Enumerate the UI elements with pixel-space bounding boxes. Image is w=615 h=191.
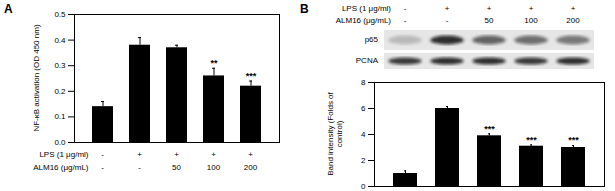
html-text:200: 200 bbox=[566, 16, 580, 25]
svg-text:8: 8 bbox=[361, 78, 366, 87]
svg-text:2: 2 bbox=[361, 156, 366, 165]
html-text:LPS (1 μg/ml): LPS (1 μg/ml) bbox=[341, 4, 391, 13]
svg-text:0.0: 0.0 bbox=[54, 138, 66, 146]
html-text:A: A bbox=[4, 2, 13, 16]
html-text:B: B bbox=[300, 2, 309, 16]
html-text:100: 100 bbox=[206, 163, 221, 172]
svg-text:0: 0 bbox=[361, 182, 366, 190]
html-text:ALM16 (μg/mL): ALM16 (μg/mL) bbox=[335, 16, 391, 25]
svg-text:0.5: 0.5 bbox=[54, 10, 66, 19]
html-text:LPS (1 μg/ml): LPS (1 μg/ml) bbox=[39, 150, 89, 159]
svg-text:0.2: 0.2 bbox=[54, 87, 66, 96]
svg-text:***: *** bbox=[568, 135, 579, 145]
svg-text:0.3: 0.3 bbox=[54, 61, 66, 70]
svg-text:***: *** bbox=[526, 135, 537, 145]
html-text:50: 50 bbox=[484, 16, 494, 25]
html-text:200: 200 bbox=[243, 163, 258, 172]
svg-text:***: *** bbox=[246, 71, 257, 81]
html-text:50: 50 bbox=[172, 163, 181, 172]
html-text:100: 100 bbox=[524, 16, 538, 25]
svg-text:0.4: 0.4 bbox=[54, 36, 66, 45]
svg-text:0.1: 0.1 bbox=[54, 112, 66, 121]
html-text:ALM16 (μg/mL): ALM16 (μg/mL) bbox=[33, 163, 89, 172]
html-text:PCNA: PCNA bbox=[355, 56, 378, 65]
html-text:NF-κB activation (OD 450 nm): NF-κB activation (OD 450 nm) bbox=[32, 24, 41, 132]
svg-text:**: ** bbox=[210, 58, 218, 68]
html-text:p65: p65 bbox=[364, 35, 378, 44]
svg-text:4: 4 bbox=[361, 130, 366, 139]
svg-text:6: 6 bbox=[361, 104, 366, 113]
svg-text:***: *** bbox=[484, 124, 495, 134]
html-text:Band intensity (Folds of contr: Band intensity (Folds of control) bbox=[326, 92, 344, 176]
